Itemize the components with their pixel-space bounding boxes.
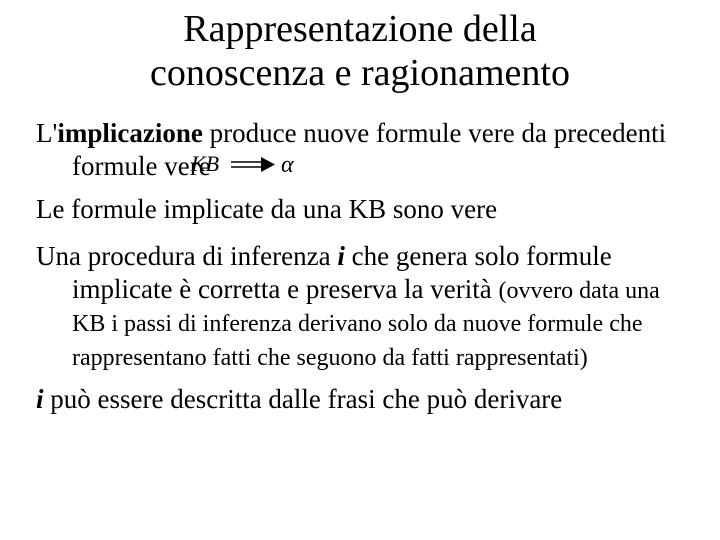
slide: Rappresentazione della conoscenza e ragi… [0, 0, 720, 540]
var-i: i [337, 241, 345, 271]
paragraph-kb-true: Le formule implicate da una KB sono vere [36, 193, 684, 226]
text: Una procedura di inferenza [36, 241, 337, 271]
slide-body: L'implicazione produce nuove formule ver… [36, 117, 684, 415]
paragraph-i-described: i può essere descritta dalle frasi che p… [36, 383, 684, 416]
var-i: i [36, 384, 44, 414]
text: L' [36, 118, 57, 148]
paragraph-inference-procedure: Una procedura di inferenza i che genera … [36, 240, 684, 373]
paragraph-implication: L'implicazione produce nuove formule ver… [36, 117, 684, 183]
title-line-2: conoscenza e ragionamento [150, 52, 570, 94]
formula-kb-entails-alpha: KB α [227, 150, 299, 183]
formula-kb: KB [191, 153, 219, 176]
formula-alpha: α [281, 153, 294, 177]
text: può essere descritta dalle frasi che può… [44, 384, 563, 414]
double-arrow-icon [231, 157, 275, 172]
term-implicazione: implicazione [57, 118, 202, 148]
slide-title: Rappresentazione della conoscenza e ragi… [36, 8, 684, 95]
title-line-1: Rappresentazione della [183, 8, 536, 50]
